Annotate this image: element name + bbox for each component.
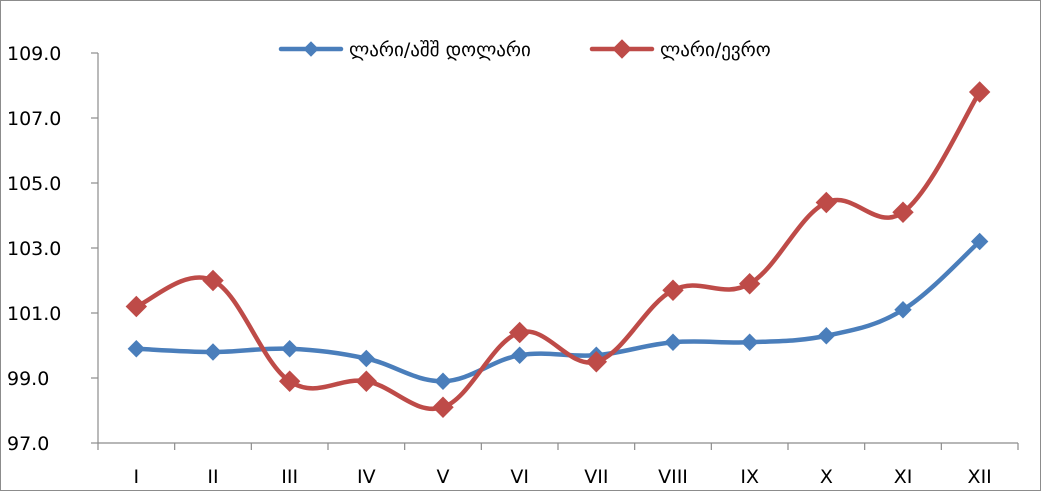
- data-point: [815, 191, 838, 214]
- legend-item-2: ლარი/ევრო: [589, 39, 771, 61]
- data-point: [894, 301, 912, 319]
- y-tick-label: 105.0: [7, 173, 61, 195]
- data-point: [508, 321, 531, 344]
- data-point: [202, 269, 224, 292]
- data-point: [738, 273, 761, 295]
- x-tick-label: X: [820, 466, 833, 488]
- data-point: [355, 370, 378, 392]
- data-point: [585, 351, 608, 373]
- x-tick-label: IX: [740, 466, 759, 488]
- y-tick-label: 101.0: [7, 303, 61, 325]
- legend-swatch-marker: [303, 41, 319, 57]
- data-point: [817, 327, 836, 345]
- y-tick-label: 109.0: [7, 43, 61, 65]
- data-point: [278, 370, 301, 392]
- y-tick-label: 103.0: [7, 238, 61, 260]
- x-tick-label: XII: [968, 466, 992, 488]
- data-point: [280, 340, 299, 358]
- data-point: [432, 396, 454, 418]
- x-tick-label: II: [207, 466, 218, 488]
- legend: ლარი/აშშ დოლარი ლარი/ევრო: [278, 39, 771, 61]
- data-point: [892, 201, 914, 223]
- data-point: [127, 340, 146, 358]
- series-2: [125, 81, 991, 418]
- x-tick-label: VIII: [658, 466, 688, 488]
- data-point: [204, 343, 222, 361]
- data-point: [125, 295, 148, 318]
- y-tick-label: 97.0: [7, 433, 49, 455]
- x-tick-label: I: [134, 466, 140, 488]
- x-tick-label: IV: [357, 466, 376, 488]
- data-point: [970, 232, 989, 251]
- x-tick-label: V: [437, 466, 450, 488]
- series-line: [134, 239, 982, 384]
- data-point: [740, 333, 759, 351]
- y-tick-label: 99.0: [7, 368, 49, 390]
- x-tick-label: III: [281, 466, 298, 488]
- data-point: [968, 81, 991, 103]
- legend-label: ლარი/ევრო: [660, 39, 771, 61]
- data-point: [664, 333, 682, 351]
- legend-swatch-marker: [612, 39, 632, 59]
- legend-label: ლარი/აშშ დოლარი: [349, 39, 531, 61]
- x-axis: I II III IV V VI VII VIII IX X XI XII: [97, 442, 1019, 488]
- data-point: [510, 346, 529, 364]
- data-point: [662, 279, 684, 301]
- data-point: [434, 372, 452, 390]
- y-axis: 97.0 99.0 101.0 103.0 105.0 107.0 109.0: [7, 43, 99, 455]
- legend-item-1: ლარი/აშშ დოლარი: [278, 39, 531, 61]
- series-line: [134, 89, 982, 412]
- x-tick-label: XI: [894, 466, 913, 488]
- series-1: [127, 232, 989, 390]
- y-tick-label: 107.0: [7, 108, 61, 130]
- x-tick-label: VI: [510, 466, 529, 488]
- series-lines: [125, 81, 991, 418]
- x-tick-label: VII: [584, 466, 608, 488]
- data-point: [357, 349, 376, 368]
